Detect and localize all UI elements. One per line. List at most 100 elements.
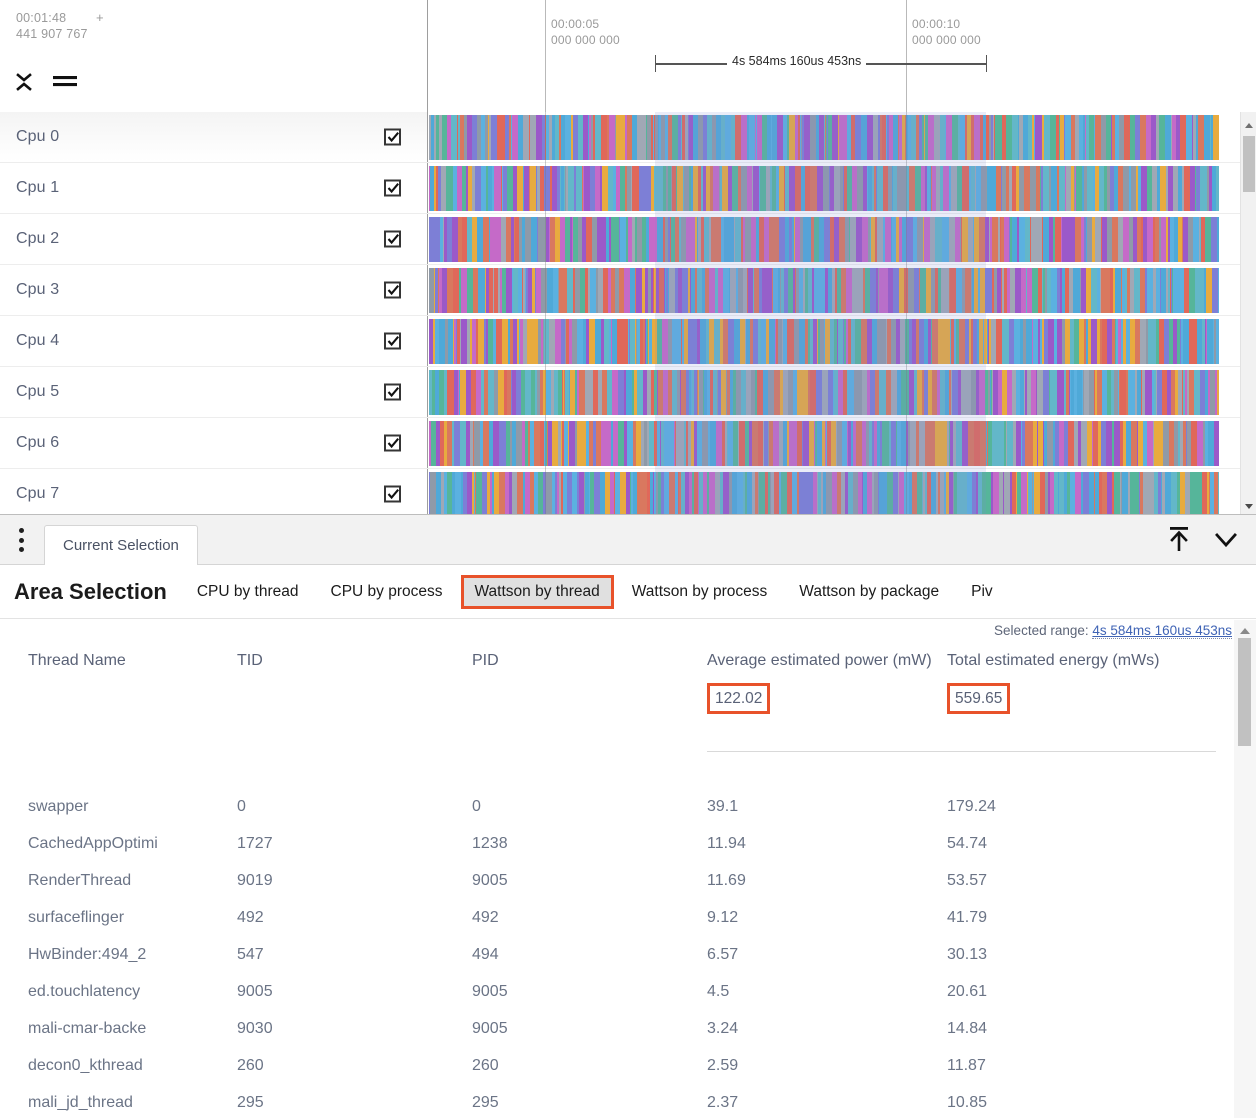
cell-thread-name: swapper — [28, 797, 89, 815]
track-row-cpu-4[interactable]: Cpu 4 — [0, 316, 1256, 367]
track-row-cpu-2[interactable]: Cpu 2 — [0, 214, 1256, 265]
cursor-timestamp: 00:01:48 441 907 767 — [16, 10, 88, 42]
track-shell[interactable]: Cpu 6 — [0, 418, 428, 468]
cell-thread-name: HwBinder:494_2 — [28, 945, 147, 963]
wattson-by-thread-table: Thread Name TID PID Average estimated po… — [0, 642, 1216, 1118]
subtab-wattson-by-package[interactable]: Wattson by package — [799, 582, 940, 600]
track-slices[interactable] — [429, 166, 1219, 211]
scroll-up-arrow-icon[interactable] — [1239, 624, 1250, 634]
cell-average-power: 2.37 — [707, 1093, 739, 1111]
track-shell[interactable]: Cpu 4 — [0, 316, 428, 366]
track-list[interactable]: Cpu 0 Cpu 1 Cpu 2 Cpu 3 Cpu 4 Cpu 5 Cpu 6 Cpu 7 — [0, 112, 1256, 514]
track-slices[interactable] — [429, 472, 1219, 514]
table-row[interactable]: RenderThread 9019 9005 11.69 53.57 — [0, 862, 1216, 899]
track-row-cpu-3[interactable]: Cpu 3 — [0, 265, 1256, 316]
scrollbar-thumb[interactable] — [1243, 136, 1255, 192]
timeline-vertical-scrollbar[interactable] — [1240, 112, 1256, 514]
collapse-panel-icon[interactable] — [1212, 523, 1240, 555]
selected-range-info: Selected range: 4s 584ms 160us 453ns — [994, 623, 1232, 639]
track-row-cpu-5[interactable]: Cpu 5 — [0, 367, 1256, 418]
timeline-header: 00:01:48 441 907 767 + — [0, 0, 1256, 112]
cell-total-energy: 54.74 — [947, 834, 988, 852]
selection-range-measure: 4s 584ms 160us 453ns — [655, 54, 987, 77]
column-header-average-power[interactable]: Average estimated power (mW) 122.02 — [707, 642, 947, 714]
track-row-cpu-0[interactable]: Cpu 0 — [0, 112, 1256, 163]
track-checkbox[interactable] — [384, 281, 401, 299]
table-row[interactable]: CachedAppOptimi 1727 1238 11.94 54.74 — [0, 825, 1216, 862]
timeline-gridline — [906, 0, 907, 112]
collapse-all-icon[interactable] — [14, 70, 34, 97]
track-title: Cpu 4 — [16, 332, 60, 349]
column-header-pid[interactable]: PID — [472, 642, 707, 714]
track-shell[interactable]: Cpu 7 — [0, 469, 428, 514]
track-checkbox[interactable] — [384, 179, 401, 197]
track-title: Cpu 5 — [16, 383, 60, 400]
track-shell[interactable]: Cpu 3 — [0, 265, 428, 315]
rule-cell — [0, 714, 237, 751]
cell-thread-name: surfaceflinger — [28, 908, 125, 926]
scroll-up-arrow-icon[interactable] — [1244, 118, 1254, 128]
track-checkbox[interactable] — [384, 128, 401, 146]
tab-current-selection[interactable]: Current Selection — [44, 525, 198, 565]
table-row[interactable]: swapper 0 0 39.1 179.24 — [0, 788, 1216, 825]
more-options-icon[interactable] — [18, 528, 24, 552]
cell-average-power: 4.5 — [707, 982, 730, 1000]
cell-thread-name: ed.touchlatency — [28, 982, 141, 1000]
subtab-pivot-table[interactable]: Piv — [971, 582, 993, 600]
cell-tid: 295 — [237, 1093, 264, 1111]
slice-bars — [429, 268, 1219, 313]
cell-pid: 260 — [472, 1056, 499, 1074]
table-vertical-scrollbar[interactable] — [1234, 620, 1256, 1118]
table-row[interactable]: HwBinder:494_2 547 494 6.57 30.13 — [0, 936, 1216, 973]
track-shell[interactable]: Cpu 2 — [0, 214, 428, 264]
track-checkbox[interactable] — [384, 383, 401, 401]
scrollbar-thumb[interactable] — [1238, 638, 1251, 746]
table-row[interactable]: surfaceflinger 492 492 9.12 41.79 — [0, 899, 1216, 936]
track-slices[interactable] — [429, 319, 1219, 364]
cell-pid: 0 — [472, 797, 481, 815]
column-header-total-energy[interactable]: Total estimated energy (mWs) 559.65 — [947, 642, 1216, 714]
track-checkbox[interactable] — [384, 332, 401, 350]
track-slices[interactable] — [429, 115, 1219, 160]
scroll-down-arrow-icon[interactable] — [1244, 498, 1254, 509]
subtab-wattson-by-thread[interactable]: Wattson by thread — [460, 574, 614, 609]
column-label: Thread Name — [28, 652, 126, 669]
table-row[interactable]: decon0_kthread 260 260 2.59 11.87 — [0, 1047, 1216, 1084]
track-shell[interactable]: Cpu 5 — [0, 367, 428, 417]
track-slices[interactable] — [429, 421, 1219, 466]
track-checkbox[interactable] — [384, 230, 401, 248]
table-row[interactable]: ed.touchlatency 9005 9005 4.5 20.61 — [0, 973, 1216, 1010]
track-checkbox[interactable] — [384, 485, 401, 503]
column-header-thread-name[interactable]: Thread Name — [0, 642, 237, 714]
table-head: Thread Name TID PID Average estimated po… — [0, 642, 1216, 788]
cell-tid: 492 — [237, 908, 264, 926]
track-checkbox[interactable] — [384, 434, 401, 452]
cell-total-energy: 30.13 — [947, 945, 988, 963]
subtab-wattson-by-process[interactable]: Wattson by process — [631, 582, 768, 600]
slice-bars — [429, 472, 1219, 514]
column-header-tid[interactable]: TID — [237, 642, 472, 714]
track-shell[interactable]: Cpu 0 — [0, 112, 428, 162]
cell-pid: 9005 — [472, 871, 508, 889]
track-row-cpu-7[interactable]: Cpu 7 — [0, 469, 1256, 514]
track-row-cpu-1[interactable]: Cpu 1 — [0, 163, 1256, 214]
cell-total-energy: 53.57 — [947, 871, 988, 889]
track-slices[interactable] — [429, 217, 1219, 262]
cell-tid: 0 — [237, 797, 246, 815]
track-shell[interactable]: Cpu 1 — [0, 163, 428, 213]
track-slices[interactable] — [429, 268, 1219, 313]
selected-range-value[interactable]: 4s 584ms 160us 453ns — [1092, 623, 1232, 639]
table-row[interactable]: mali_jd_thread 295 295 2.37 10.85 — [0, 1084, 1216, 1118]
subtab-cpu-by-thread[interactable]: CPU by thread — [196, 582, 299, 600]
timeline-tick-label: 00:00:05 000 000 000 — [551, 16, 620, 48]
track-slices[interactable] — [429, 370, 1219, 415]
table-header-row: Thread Name TID PID Average estimated po… — [0, 642, 1216, 714]
table-row[interactable]: mali-cmar-backe 9030 9005 3.24 14.84 — [0, 1010, 1216, 1047]
cell-average-power: 11.69 — [707, 871, 746, 889]
track-row-cpu-6[interactable]: Cpu 6 — [0, 418, 1256, 469]
subtab-cpu-by-process[interactable]: CPU by process — [330, 582, 443, 600]
hamburger-menu-icon[interactable] — [52, 72, 78, 95]
timeline-header-right[interactable]: 00:00:05 000 000 000 00:00:10 000 000 00… — [428, 0, 1256, 112]
column-label: Total estimated energy (mWs) — [947, 652, 1160, 669]
expand-panel-icon[interactable] — [1164, 523, 1194, 555]
